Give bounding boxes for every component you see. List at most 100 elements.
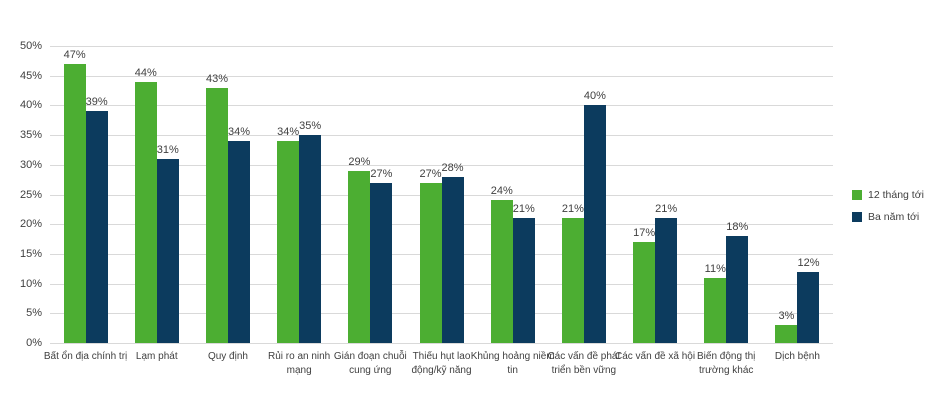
bar-unit: 24% (490, 185, 513, 343)
y-tick-label: 10% (19, 277, 42, 290)
y-tick-label: 25% (19, 188, 42, 201)
bar-group: 3% 12% (762, 46, 833, 343)
bar (348, 170, 371, 343)
bar-unit: 29% (348, 156, 371, 343)
bar-unit: 21% (512, 203, 535, 343)
bar-unit: 17% (633, 227, 656, 343)
x-axis-label: Lạm phát (135, 351, 178, 362)
bar-unit: 35% (299, 120, 322, 343)
x-axis-label: Bất ổn địa chính trị (43, 351, 128, 362)
legend-item-ba-nam-toi: Ba năm tới (852, 211, 924, 223)
bar-value-label: 27% (370, 167, 393, 180)
bar-unit: 21% (561, 203, 584, 343)
bar-value-label: 18% (726, 221, 749, 234)
y-tick-label: 45% (19, 69, 42, 82)
x-axis-label: Gián đoạn chuỗi cung ứng (333, 351, 407, 376)
bar-unit: 11% (704, 263, 727, 343)
bar (633, 242, 656, 343)
y-tick-label: 20% (19, 218, 42, 231)
bar (583, 105, 606, 343)
x-axis-label: Khủng hoảng niềm tin (470, 351, 555, 376)
legend-label-ba-nam-toi: Ba năm tới (868, 211, 920, 223)
x-axis-label: Thiếu hụt lao động/kỹ năng (411, 351, 472, 376)
bar-group: 11% 18% (691, 46, 762, 343)
plot-area: 47% 39% 44% 31% 43% 34% 34% 35% 29% 27% 27% 28% 24% 2… (50, 46, 833, 344)
y-tick-label: 50% (19, 40, 42, 52)
bar-group: 24% 21% (477, 46, 548, 343)
x-axis-label: Dịch bệnh (774, 351, 820, 362)
y-tick-label: 15% (19, 247, 42, 260)
bar-value-label: 43% (205, 72, 228, 85)
bar (561, 218, 584, 343)
x-axis-label: Rủi ro an ninh mạng (267, 351, 331, 376)
bar-group: 47% 39% (50, 46, 121, 343)
y-tick-label: 30% (19, 158, 42, 171)
y-tick-label: 35% (19, 129, 42, 142)
bar-value-label: 12% (797, 256, 820, 269)
bar-group: 43% 34% (192, 46, 263, 343)
bar-unit: 43% (206, 73, 228, 343)
y-tick-label: 0% (26, 337, 42, 349)
bar-value-label: 17% (633, 227, 656, 240)
bar-group: 21% 40% (548, 46, 619, 343)
gridline (50, 135, 833, 137)
gridline (50, 105, 833, 107)
bar-value-label: 34% (277, 126, 300, 139)
bar-value-label: 29% (348, 155, 371, 168)
bar-value-label: 21% (561, 203, 584, 216)
bar-value-label: 3% (778, 310, 795, 323)
gridline (50, 46, 833, 47)
bar (655, 218, 678, 343)
bar (775, 325, 798, 343)
bar-value-label: 35% (299, 120, 322, 133)
bar-value-label: 40% (583, 90, 606, 103)
bar-value-label: 39% (85, 96, 108, 109)
bar-group: 17% 21% (620, 46, 691, 343)
bar-group: 29% 27% (335, 46, 406, 343)
bar-unit: 18% (726, 221, 749, 343)
x-axis-label: Các vấn đề phát triển bền vững (547, 351, 621, 376)
bar-groups: 47% 39% 44% 31% 43% 34% 34% 35% 29% 27% 27% 28% 24% 2… (50, 46, 833, 343)
bar (277, 141, 300, 343)
legend-label-12-thang-toi: 12 tháng tới (868, 189, 924, 201)
bar (156, 158, 179, 343)
gridline (50, 75, 833, 77)
bar (85, 111, 108, 343)
x-axis-label: Biến động thị trường khác (697, 351, 756, 376)
bar-unit: 34% (277, 126, 300, 343)
bar-value-label: 27% (419, 167, 442, 180)
legend: 12 tháng tới Ba năm tới (852, 189, 924, 223)
bar-unit: 21% (655, 203, 678, 343)
legend-swatch-12-thang-toi (852, 190, 862, 200)
bar-value-label: 28% (441, 161, 464, 174)
bar-unit: 34% (227, 126, 250, 343)
bar-unit: 28% (441, 162, 464, 343)
bar-group: 27% 28% (406, 46, 477, 343)
bar (441, 176, 464, 343)
bar (797, 271, 820, 343)
bar-value-label: 31% (156, 143, 179, 156)
x-axis-label: Quy định (207, 351, 248, 362)
bar (299, 135, 322, 343)
legend-swatch-ba-nam-toi (852, 212, 862, 222)
bar (227, 141, 250, 343)
bar (490, 200, 513, 343)
bar (512, 218, 535, 343)
bar-value-label: 24% (490, 185, 513, 198)
y-tick-label: 5% (26, 307, 42, 320)
bar (370, 182, 393, 343)
bar-value-label: 11% (704, 262, 726, 275)
bar (726, 236, 749, 343)
bar-unit: 3% (775, 310, 798, 343)
bar-group: 34% 35% (264, 46, 335, 343)
gridline (50, 343, 833, 344)
y-tick-label: 40% (19, 99, 42, 112)
x-axis-label: Các vấn đề xã hội (615, 351, 696, 362)
bar-value-label: 47% (63, 48, 86, 61)
gridline (50, 164, 833, 166)
bar-group: 44% 31% (121, 46, 192, 343)
bar (63, 63, 86, 343)
bar-unit: 27% (370, 168, 393, 343)
bar-unit: 27% (420, 168, 442, 343)
